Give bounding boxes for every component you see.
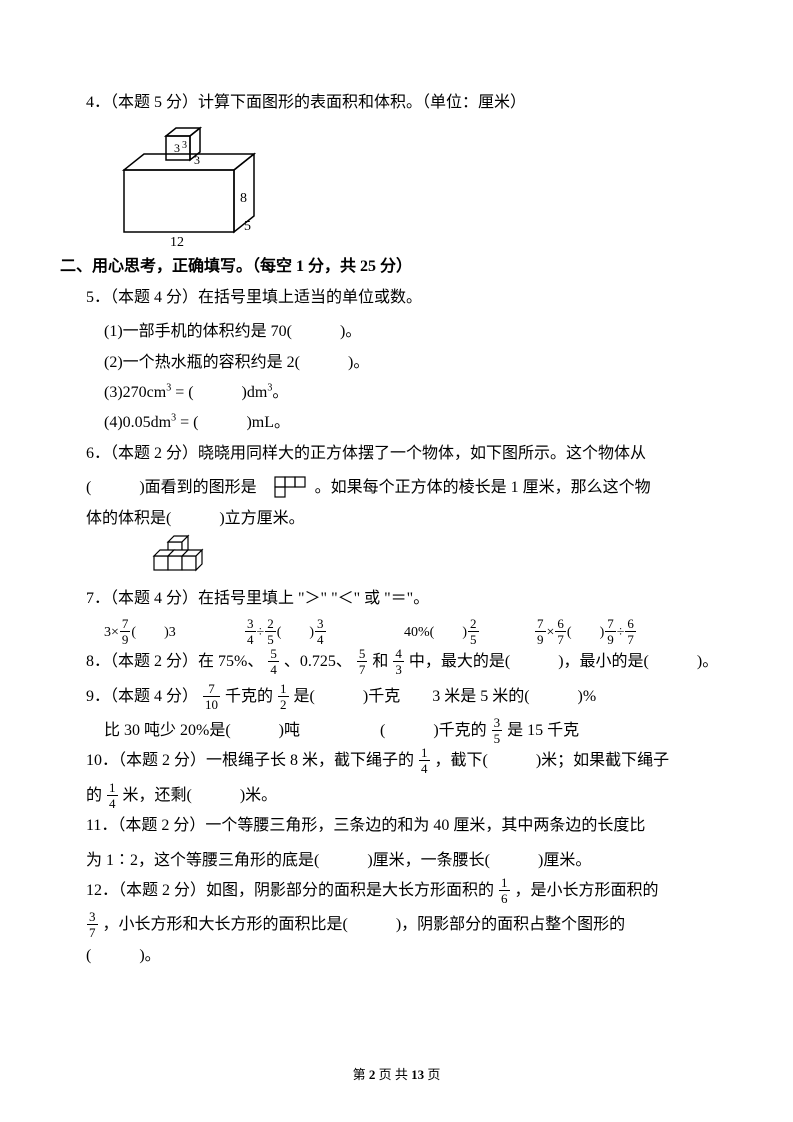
- q7-head: 7．（本题 4 分）在括号里填上 "＞" "＜" 或 "＝"。: [60, 584, 733, 614]
- footer-total: 13: [411, 1067, 424, 1082]
- q10-c: 的: [86, 787, 102, 804]
- dim-h: 8: [240, 191, 247, 206]
- q9-b: 千克的: [225, 688, 273, 705]
- q5-3c: 。: [272, 384, 288, 401]
- cuboid-figure: 3 3 3 8 5 12: [104, 122, 284, 252]
- q6-line1: 6．（本题 2 分）晓晓用同样大的正方体摆了一个物体，如下图所示。这个物体从: [60, 439, 733, 469]
- q6-figure: [60, 534, 733, 584]
- q5-1: (1)一部手机的体积约是 70( )。: [60, 317, 733, 347]
- q10-b: ，截下( )米；如果截下绳子: [435, 752, 670, 769]
- footer-c: 页: [424, 1067, 440, 1082]
- q6-line3: 体的体积是( )立方厘米。: [60, 504, 733, 534]
- dim-d: 5: [244, 219, 251, 234]
- footer-b: 页 共: [375, 1067, 411, 1082]
- q9-line2: 比 30 吨少 20%是( )吨 ( )千克的 35 是 15 千克: [60, 716, 733, 746]
- dim-w: 12: [170, 235, 184, 250]
- q7-i1-mid: ( )3: [131, 620, 175, 647]
- footer-a: 第: [353, 1067, 369, 1082]
- q7-i4-mid: ( ): [567, 620, 604, 647]
- q7-i4-op1: ×: [547, 620, 555, 647]
- q5-4a: (4)0.05dm: [104, 414, 171, 431]
- q12-line2: 37 ，小长方形和大长方形的面积比是( )，阴影部分的面积占整个图形的: [60, 910, 733, 940]
- q4-figure: 3 3 3 8 5 12: [60, 122, 733, 252]
- q8-c: 和: [372, 653, 388, 670]
- q11-line1: 11．（本题 2 分）一个等腰三角形，三条边的和为 40 厘米，其中两条边的长度…: [60, 811, 733, 841]
- q7-i2-op: ÷: [257, 620, 265, 647]
- q7-items: 3× 79 ( )3 34 ÷ 25 ( ) 34 40%( ) 25 79 ×…: [60, 618, 733, 647]
- q7-i3: 40%( ) 25: [404, 618, 534, 647]
- q12-a: 12．（本题 2 分）如图，阴影部分的面积是大长方形面积的: [86, 882, 494, 899]
- q5-head: 5．（本题 4 分）在括号里填上适当的单位或数。: [60, 283, 733, 313]
- q7-i2-mid: ( ): [277, 620, 314, 647]
- q9-line1: 9．（本题 4 分） 710 千克的 12 是( )千克 3 米是 5 米的( …: [60, 682, 733, 712]
- q5-3b: = ( )dm: [171, 384, 267, 401]
- page-content: 4．（本题 5 分）计算下面图形的表面积和体积。（单位：厘米） 3 3 3 8 …: [0, 0, 793, 1011]
- q5-2: (2)一个热水瓶的容积约是 2( )。: [60, 348, 733, 378]
- q10-a: 10．（本题 2 分）一根绳子长 8 米，截下绳子的: [86, 752, 414, 769]
- dim-cube3: 3: [182, 140, 187, 151]
- q10-line2: 的 14 米，还剩( )米。: [60, 781, 733, 811]
- q7-i1-a: 3×: [104, 620, 119, 647]
- page-footer: 第 2 页 共 13 页: [0, 1063, 793, 1088]
- q5-3: (3)270cm3 = ( )dm3。: [60, 378, 733, 408]
- q6-c: 。如果每个正方体的棱长是 1 厘米，那么这个物: [315, 479, 651, 496]
- q7-i2: 34 ÷ 25 ( ) 34: [244, 618, 404, 647]
- q9-c: 是( )千克 3 米是 5 米的( )%: [294, 688, 597, 705]
- q10-line1: 10．（本题 2 分）一根绳子长 8 米，截下绳子的 14 ，截下( )米；如果…: [60, 746, 733, 776]
- q4-text: 4．（本题 5 分）计算下面图形的表面积和体积。（单位：厘米）: [60, 88, 733, 118]
- q5-3a: (3)270cm: [104, 384, 166, 401]
- q10-d: 米，还剩( )米。: [123, 787, 278, 804]
- q7-i1: 3× 79 ( )3: [104, 618, 244, 647]
- q12-line3: ( )。: [60, 941, 733, 971]
- q12-c: ，小长方形和大长方形的面积比是( )，阴影部分的面积占整个图形的: [103, 916, 626, 933]
- q8-a: 8．（本题 2 分）在 75%、: [86, 653, 263, 670]
- cubes-icon: [140, 534, 230, 584]
- q7-i3-a: 40%( ): [404, 620, 467, 647]
- q5-4b: = ( )mL。: [176, 414, 290, 431]
- dim-cube: 3: [174, 141, 180, 155]
- q7-i4: 79 × 67 ( ) 79 ÷ 67: [534, 618, 637, 647]
- q12-line1: 12．（本题 2 分）如图，阴影部分的面积是大长方形面积的 16 ，是小长方形面…: [60, 876, 733, 906]
- view-shape-icon: [261, 475, 311, 501]
- q8-d: 中，最大的是( )，最小的是( )。: [409, 653, 718, 670]
- q9-l2b: 是 15 千克: [507, 722, 579, 739]
- q5-4: (4)0.05dm3 = ( )mL。: [60, 408, 733, 438]
- q9-a: 9．（本题 4 分）: [86, 688, 198, 705]
- q8: 8．（本题 2 分）在 75%、 54 、0.725、 57 和 43 中，最大…: [60, 647, 733, 677]
- q8-b: 、0.725、: [284, 653, 352, 670]
- q12-b: ，是小长方形面积的: [515, 882, 659, 899]
- q6-b: ( )面看到的图形是: [86, 479, 257, 496]
- dim-cube-w: 3: [194, 153, 200, 167]
- q7-i4-op2: ÷: [617, 620, 625, 647]
- section-2-title: 二、用心思考，正确填写。（每空 1 分，共 25 分）: [60, 252, 733, 282]
- q9-l2a: 比 30 吨少 20%是( )吨 ( )千克的: [104, 722, 487, 739]
- q6-line2: ( )面看到的图形是 。如果每个正方体的棱长是 1 厘米，那么这个物: [60, 473, 733, 503]
- q11-line2: 为 1∶2，这个等腰三角形的底是( )厘米，一条腰长( )厘米。: [60, 846, 733, 876]
